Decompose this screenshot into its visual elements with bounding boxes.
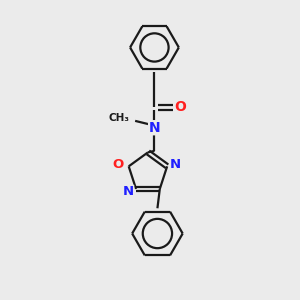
Text: O: O <box>112 158 123 171</box>
Text: O: O <box>175 100 187 115</box>
Text: N: N <box>169 158 181 171</box>
Text: N: N <box>122 185 134 198</box>
Text: N: N <box>148 121 160 135</box>
Text: CH₃: CH₃ <box>108 113 129 123</box>
